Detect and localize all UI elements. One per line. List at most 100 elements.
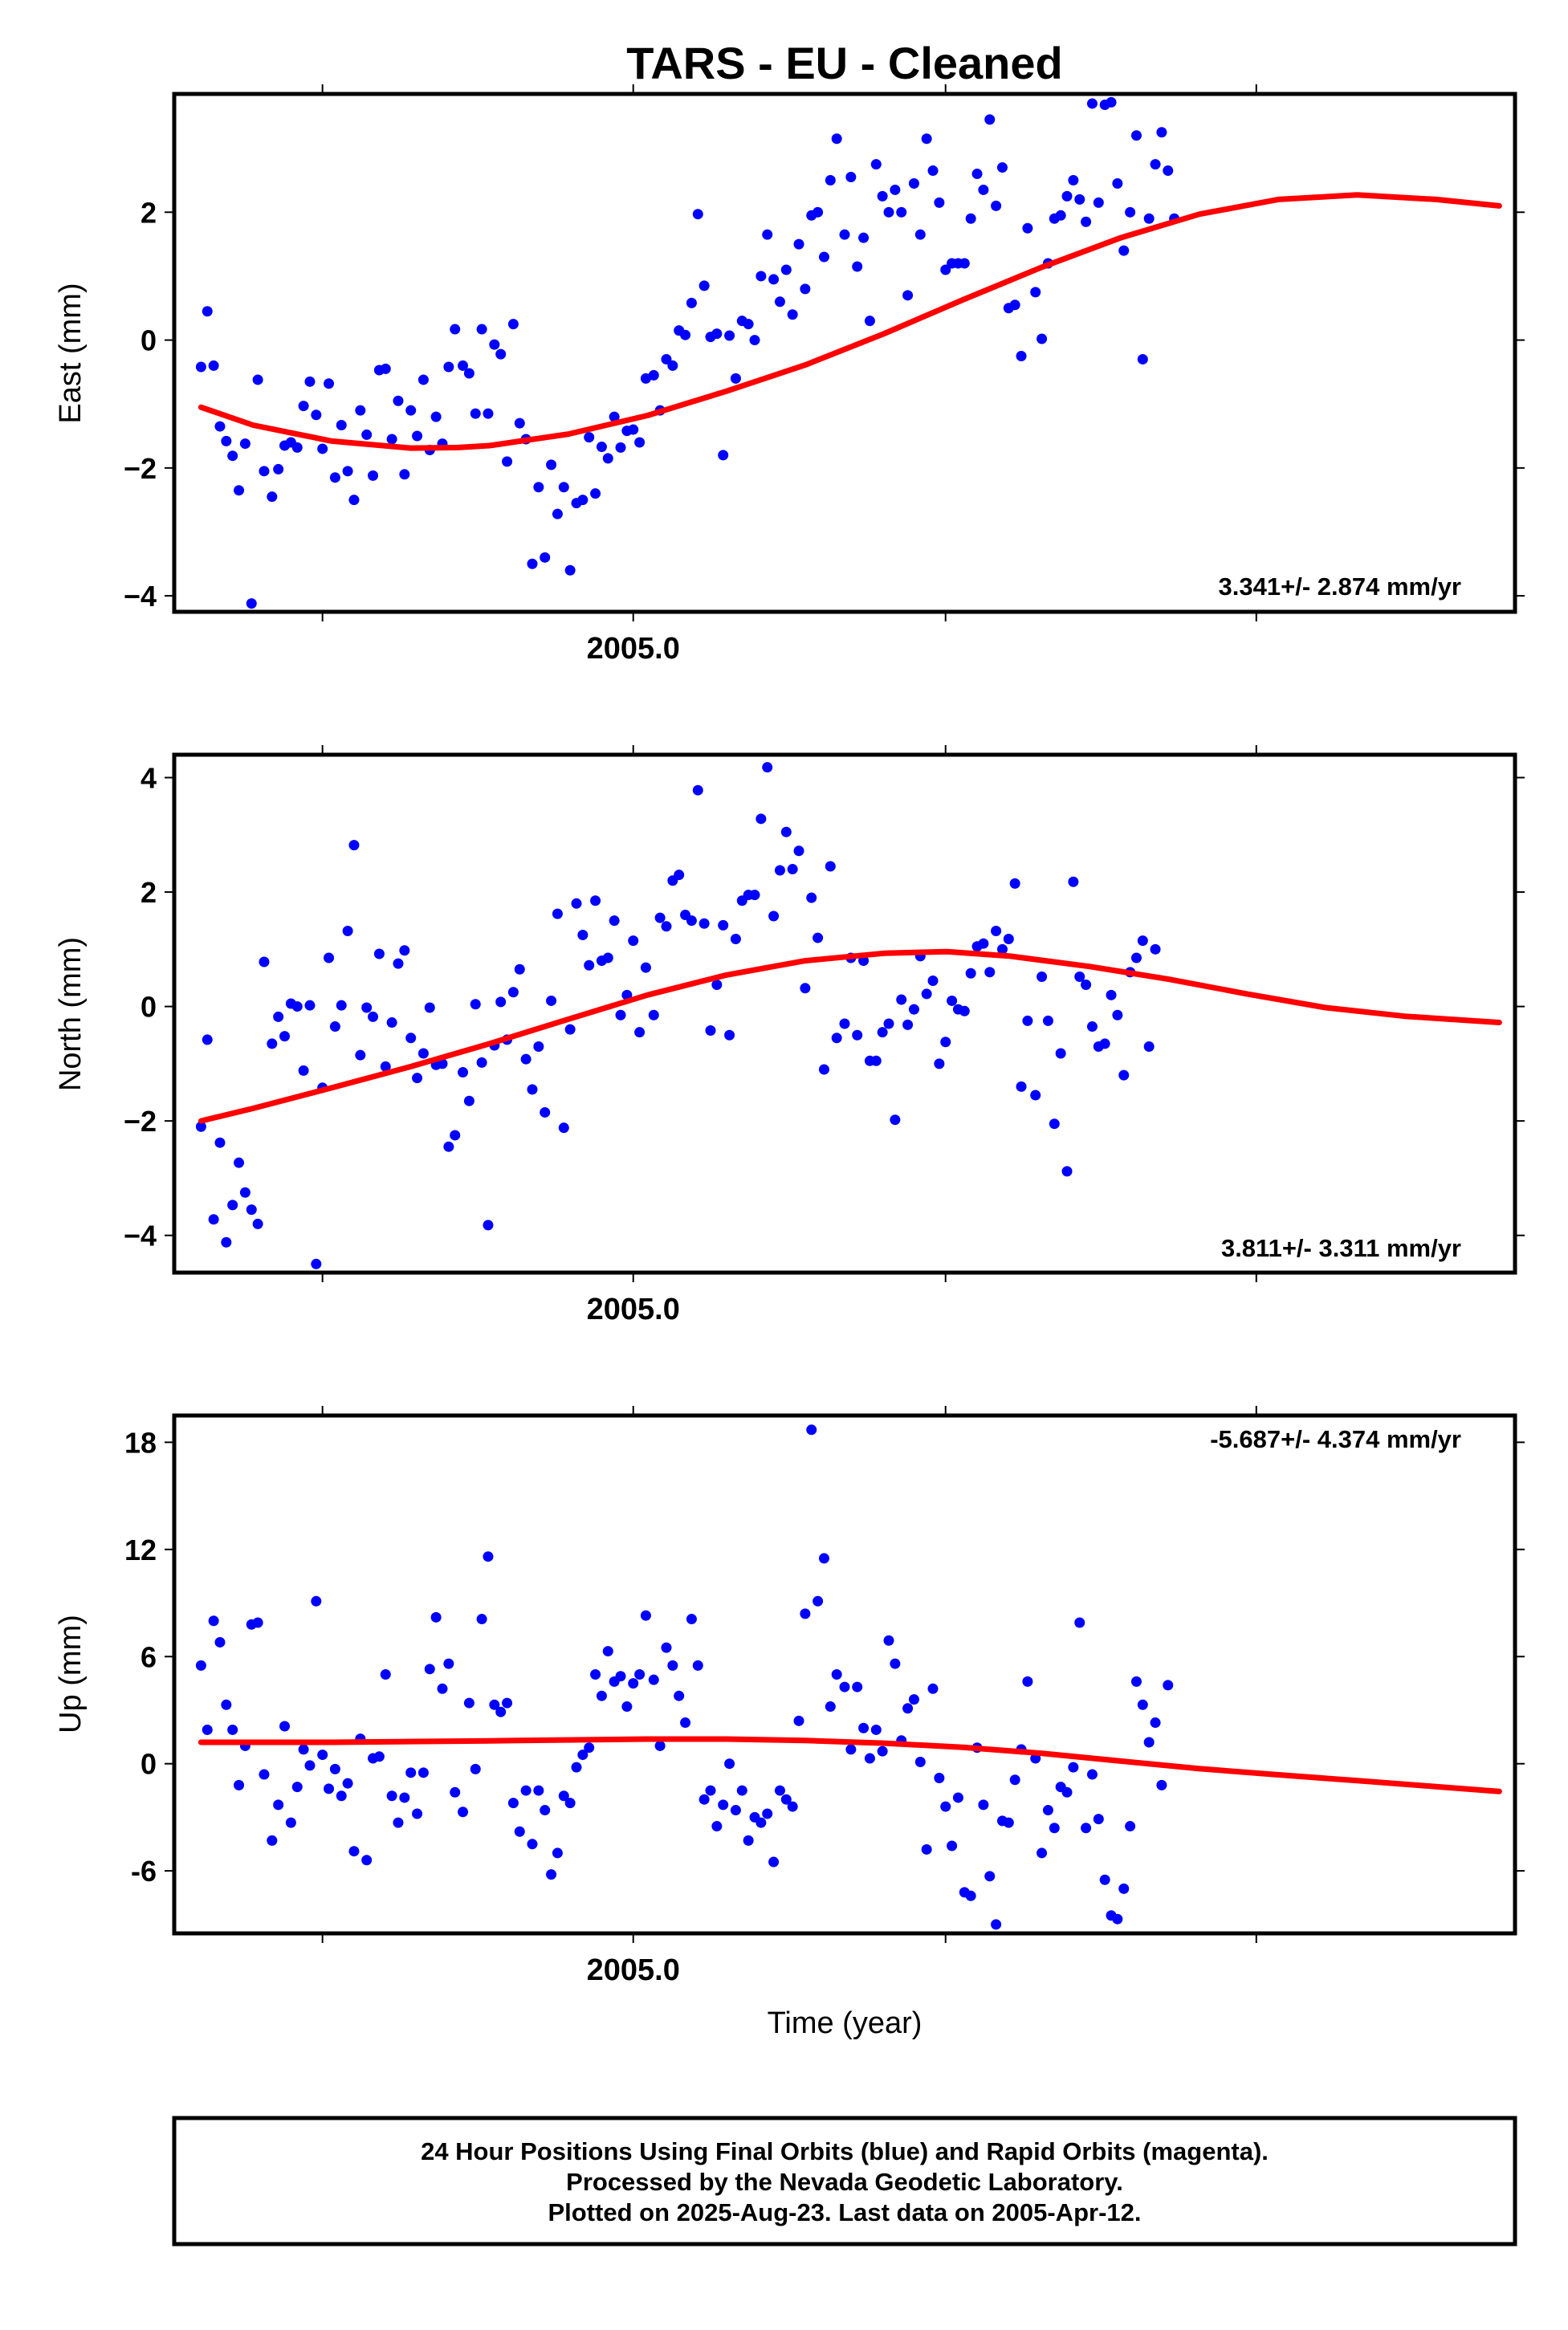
data-point <box>1246 0 1256 6</box>
data-point <box>1450 0 1460 6</box>
data-point <box>870 159 882 170</box>
data-point <box>1431 0 1441 6</box>
data-point <box>921 1843 932 1855</box>
data-point <box>667 360 678 371</box>
data-point <box>195 1121 206 1132</box>
data-point <box>1354 0 1364 6</box>
data-point <box>667 1660 678 1671</box>
y-axis-label: East (mm) <box>54 283 88 423</box>
data-point <box>1341 0 1351 6</box>
data-point <box>1488 0 1498 6</box>
y-axis-label: Up (mm) <box>54 1615 88 1733</box>
data-point <box>1175 0 1186 6</box>
data-point <box>1341 0 1351 6</box>
data-point <box>1463 0 1473 6</box>
data-point <box>259 1769 270 1780</box>
data-point <box>1221 0 1232 6</box>
data-point <box>1137 353 1148 365</box>
data-point <box>1252 0 1263 6</box>
data-point <box>1494 0 1505 6</box>
data-point <box>373 1751 385 1762</box>
data-point <box>533 482 544 493</box>
data-point <box>724 330 735 341</box>
data-point <box>483 408 494 419</box>
data-point <box>304 1000 316 1011</box>
data-point <box>329 472 340 483</box>
data-point <box>1106 96 1117 108</box>
data-point <box>227 1724 238 1735</box>
data-point <box>686 297 697 308</box>
data-point <box>324 1783 335 1794</box>
data-point <box>463 1095 474 1106</box>
data-point <box>902 290 914 301</box>
data-point <box>1347 0 1358 6</box>
data-point <box>952 1792 963 1803</box>
data-point <box>1468 0 1479 6</box>
data-point <box>908 1694 919 1705</box>
data-point <box>1373 0 1383 6</box>
data-point <box>1003 933 1014 944</box>
data-point <box>1081 216 1092 227</box>
data-point <box>1188 0 1199 6</box>
data-point <box>1061 1786 1073 1798</box>
data-point <box>1182 0 1192 6</box>
data-point <box>470 999 481 1010</box>
data-point <box>1182 0 1192 6</box>
data-point <box>1150 159 1161 170</box>
data-point <box>1049 1823 1060 1834</box>
data-point <box>1143 1737 1155 1748</box>
data-point <box>1419 0 1429 6</box>
data-point <box>348 840 360 851</box>
data-point <box>1125 206 1136 218</box>
data-point <box>1130 130 1142 141</box>
data-point <box>934 1058 945 1069</box>
data-point <box>1130 952 1142 963</box>
data-point <box>386 1017 397 1029</box>
data-point <box>1265 0 1276 6</box>
data-point <box>1156 1779 1167 1790</box>
data-point <box>1475 0 1485 6</box>
data-point <box>1207 0 1217 6</box>
data-point <box>736 1785 747 1796</box>
data-point <box>495 1706 507 1717</box>
data-point <box>978 184 989 195</box>
data-point <box>1259 0 1269 6</box>
data-point <box>755 813 767 825</box>
data-point <box>965 1890 976 1901</box>
data-point <box>1156 0 1167 6</box>
data-point <box>1200 0 1211 6</box>
data-point <box>674 870 685 881</box>
data-point <box>1081 1823 1092 1834</box>
data-point <box>227 450 238 462</box>
data-point <box>564 564 576 576</box>
data-point <box>463 368 474 379</box>
data-point <box>965 967 976 979</box>
data-point <box>246 598 257 609</box>
data-point <box>558 482 569 493</box>
data-point <box>1207 0 1217 6</box>
data-point <box>514 1826 525 1837</box>
data-point <box>705 1785 716 1796</box>
data-point <box>686 1614 697 1625</box>
data-point <box>1309 0 1320 6</box>
data-point <box>839 1681 850 1693</box>
data-point <box>648 369 659 381</box>
data-point <box>1169 0 1179 6</box>
data-point <box>1272 0 1282 6</box>
data-point <box>914 229 926 240</box>
data-point <box>564 1024 576 1035</box>
data-point <box>1200 0 1211 6</box>
data-point <box>424 1664 435 1675</box>
data-point <box>1272 0 1282 6</box>
data-point <box>291 1782 303 1793</box>
data-point <box>654 1740 666 1751</box>
data-point <box>1297 0 1307 6</box>
data-point <box>540 1106 551 1118</box>
data-point <box>813 932 824 943</box>
data-point <box>1112 177 1123 189</box>
data-point <box>1329 0 1339 6</box>
data-point <box>1488 0 1498 6</box>
data-point <box>1068 876 1079 887</box>
data-point <box>730 373 741 384</box>
data-point <box>336 419 347 430</box>
